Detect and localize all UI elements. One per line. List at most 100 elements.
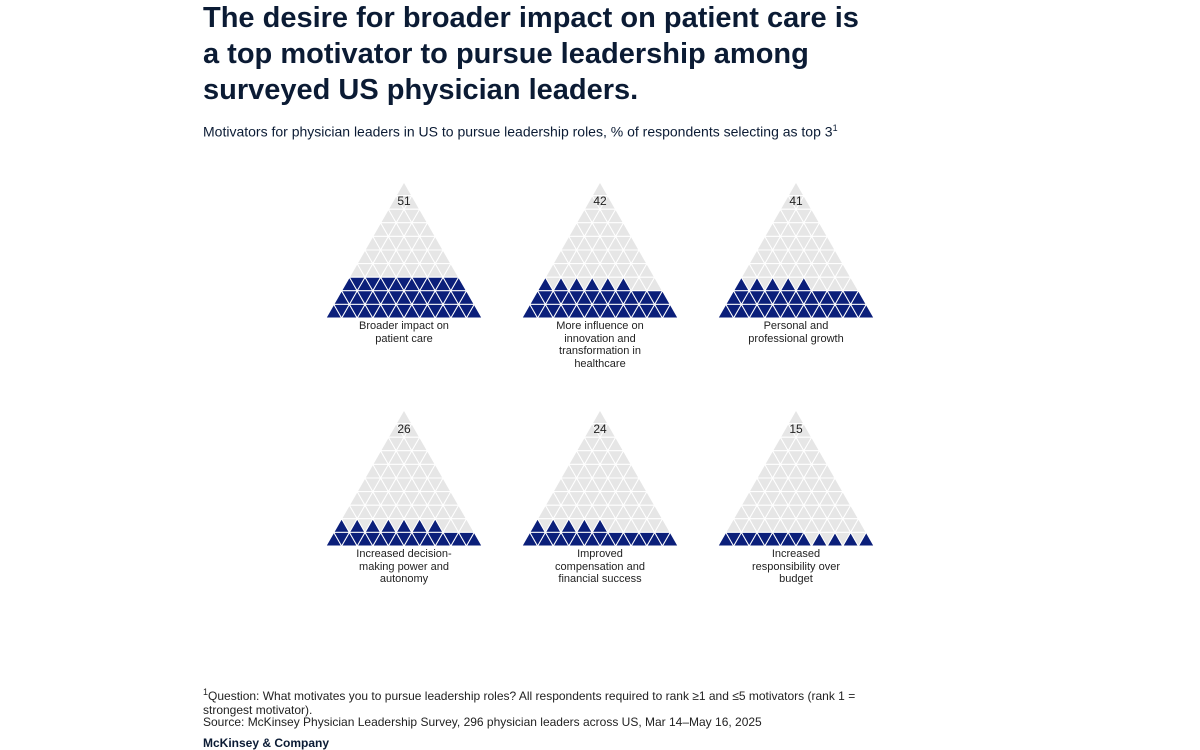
empty-cell [387,518,405,534]
empty-cell [756,276,774,292]
empty-cell [795,436,813,452]
filled-cell [575,531,594,548]
empty-cell [575,504,594,520]
empty-cell [410,249,429,265]
category-label: Improved compensation and financial succ… [555,548,645,585]
category-label: Increased responsibility over budget [751,548,841,585]
empty-cell [763,491,782,507]
filled-cell [787,303,805,320]
subtitle-marker: 1 [832,123,838,133]
filled-cell [348,303,366,320]
empty-cell [364,249,382,265]
filled-cell [449,290,468,306]
empty-cell [591,195,609,211]
filled-cell [544,303,562,320]
empty-cell [834,276,852,292]
empty-cell [802,249,821,265]
filled-cell [583,290,601,306]
filled-cell [364,276,382,292]
empty-cell [810,491,829,507]
empty-cell [771,477,790,493]
empty-cell [371,263,390,279]
empty-cell [756,249,774,265]
empty-cell [787,195,805,211]
empty-cell [387,235,405,252]
filled-cell [795,290,813,306]
empty-cell [771,222,790,238]
empty-cell [583,208,601,224]
filled-cell [442,531,460,548]
empty-cell [818,276,836,292]
filled-cell [748,290,766,306]
filled-cell [756,303,774,320]
empty-cell [575,249,594,265]
filled-cell [364,303,382,320]
empty-cell [795,491,813,507]
empty-cell [379,450,398,466]
empty-cell [575,450,594,466]
empty-cell [403,263,421,279]
empty-cell [536,518,555,534]
empty-cell [544,276,562,292]
filled-cell [371,290,390,306]
filled-cell [638,303,656,320]
filled-cell [426,303,444,320]
filled-cell [528,531,547,548]
empty-cell [567,463,586,480]
empty-cell [364,477,382,493]
empty-cell [591,423,609,439]
filled-cell [606,531,625,548]
empty-cell [591,477,609,493]
empty-cell [732,518,751,534]
empty-cell [426,249,444,265]
empty-cell [599,463,617,480]
filled-cell [567,290,586,306]
empty-cell [356,491,374,507]
empty-cell [756,504,774,520]
empty-cell [552,491,570,507]
empty-cell [560,249,578,265]
empty-cell [387,491,405,507]
empty-cell [787,276,805,292]
empty-cell [418,263,437,279]
empty-cell [567,491,586,507]
empty-cell [379,504,398,520]
empty-cell [810,235,829,252]
filled-cell [418,290,437,306]
empty-cell [763,518,782,534]
empty-cell [748,491,766,507]
empty-cell [395,249,413,265]
empty-cell [395,450,413,466]
filled-cell [552,290,570,306]
value-label: 15 [789,422,803,436]
empty-cell [614,518,633,534]
filled-cell [356,290,374,306]
empty-cell [606,504,625,520]
empty-cell [371,491,390,507]
value-label: 42 [593,194,607,208]
empty-cell [418,491,437,507]
subtitle-text: Motivators for physician leaders in US t… [203,123,833,140]
empty-cell [567,518,586,534]
empty-cell [802,504,821,520]
empty-cell [410,222,429,238]
filled-cell [410,276,429,292]
empty-cell [340,518,359,534]
empty-cell [591,450,609,466]
empty-cell [802,276,821,292]
filled-cell [802,303,821,320]
filled-cell [403,290,421,306]
filled-cell [810,290,829,306]
empty-cell [756,477,774,493]
empty-cell [787,450,805,466]
empty-cell [403,518,421,534]
empty-cell [834,531,852,548]
empty-cell [779,235,797,252]
empty-cell [614,235,633,252]
empty-cell [560,477,578,493]
empty-cell [645,518,664,534]
empty-cell [426,504,444,520]
filled-cell [630,290,648,306]
empty-cell [583,463,601,480]
empty-cell [841,518,860,534]
